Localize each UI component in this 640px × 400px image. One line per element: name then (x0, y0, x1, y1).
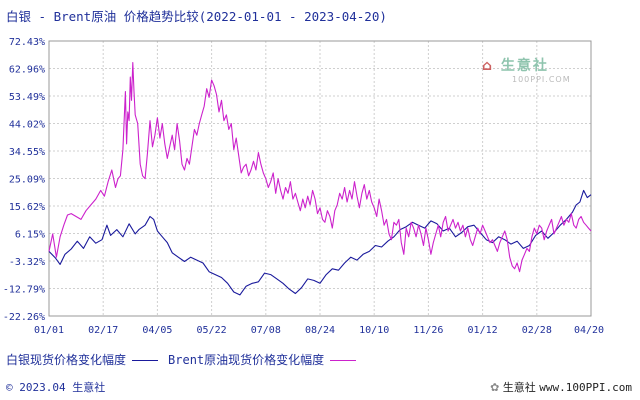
legend-label-brent: Brent原油现货价格变化幅度 (168, 353, 325, 367)
y-tick-label: -22.26% (3, 312, 45, 323)
series-lines (48, 62, 592, 296)
x-tick-label: 04/20 (574, 325, 604, 336)
x-tick-label: 11/26 (413, 325, 443, 336)
x-tick-label: 10/10 (359, 325, 389, 336)
brand-url: www.100PPI.com (539, 381, 632, 394)
y-tick-label: 34.55% (9, 147, 45, 158)
brand-name: 生意社 (502, 381, 536, 394)
legend-swatch-brent (330, 360, 357, 361)
series-line-brent (48, 62, 592, 273)
x-tick-label: 07/08 (251, 325, 281, 336)
x-tick-label: 01/01 (34, 325, 64, 336)
y-tick-label: 15.62% (9, 202, 45, 213)
watermark-text: 生意社 (500, 58, 549, 74)
y-tick-label: 72.43% (9, 37, 45, 48)
y-tick-label: 6.15% (15, 230, 45, 241)
x-tick-label: 05/22 (197, 325, 227, 336)
y-tick-label: 53.49% (9, 92, 45, 103)
y-tick-label: 25.09% (9, 175, 45, 186)
legend: 白银现货价格变化幅度 Brent原油现货价格变化幅度 (6, 351, 366, 368)
plot-border (48, 40, 592, 317)
x-tick-label: 04/05 (142, 325, 172, 336)
x-tick-label: 02/28 (522, 325, 552, 336)
brand-footer: ✿ 生意社 www.100PPI.com (490, 379, 632, 395)
y-tick-label: 44.02% (9, 120, 45, 131)
chart-title: 白银 - Brent原油 价格趋势比较(2022-01-01 - 2023-04… (6, 9, 387, 24)
wechat-icon: ✿ (490, 381, 500, 394)
legend-swatch-silver (132, 360, 159, 361)
x-tick-label: 08/24 (305, 325, 335, 336)
x-tick-label: 01/12 (468, 325, 498, 336)
y-tick-label: -3.32% (9, 257, 45, 268)
y-tick-label: 62.96% (9, 65, 45, 76)
legend-label-silver: 白银现货价格变化幅度 (6, 353, 127, 367)
y-tick-label: -12.79% (3, 285, 45, 296)
x-tick-label: 02/17 (88, 325, 118, 336)
y-axis-ticks: 72.43% 62.96% 53.49% 44.02% 34.55% 25.09% 15.6… (3, 37, 45, 323)
x-axis-ticks: 01/01 02/17 04/05 05/22 07/08 08/24 10/10 11/26… (34, 325, 604, 336)
watermark-logo: ⌂ 生意社 100PPI.COM (482, 55, 571, 84)
watermark-url: 100PPI.COM (512, 75, 571, 84)
copyright-footer: © 2023.04 生意社 (6, 381, 106, 394)
house-icon: ⌂ (482, 58, 495, 74)
